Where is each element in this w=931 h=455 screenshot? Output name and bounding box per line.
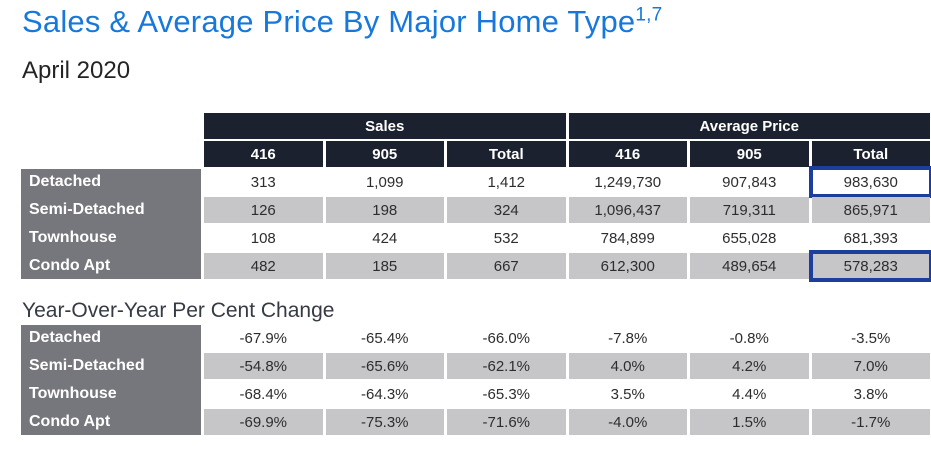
table-corner-spacer [21,141,201,167]
table-cell: -71.6% [447,409,566,435]
row-label-column-background [21,325,201,435]
table-cell-highlighted: 983,630 [808,166,931,198]
table-cell: 667 [447,253,566,279]
report-month: April 2020 [22,57,131,84]
sales-average-price-table: Sales Average Price 416 905 Total 416 90… [21,113,931,282]
table-cell: 681,393 [811,225,930,251]
table-cell: -65.3% [447,381,566,407]
table-cell: 1,412 [447,169,566,195]
table-cell: -64.3% [325,381,444,407]
title-footnote-superscript: 1,7 [635,4,663,26]
table-cell: 3.8% [811,381,930,407]
table-cell: 1,096,437 [568,197,687,223]
group-header-sales: Sales [204,113,566,139]
table-cell: 4.0% [568,353,687,379]
row-label-detached: Detached [29,173,102,190]
table-cell: 424 [325,225,444,251]
col-header-price-total: Total [811,141,930,167]
table-cell: -7.8% [568,325,687,351]
table-cell: 1,099 [325,169,444,195]
table-cell: -0.8% [690,325,809,351]
row-label-townhouse-yoy: Townhouse [29,385,117,402]
table-cell: 719,311 [690,197,809,223]
table-cell: 532 [447,225,566,251]
table-cell: 489,654 [690,253,809,279]
row-label-condo-apt-yoy: Condo Apt [29,413,111,430]
table-cell: 1,249,730 [568,169,687,195]
yoy-section-title: Year-Over-Year Per Cent Change [22,299,335,322]
table-cell: 108 [204,225,323,251]
table-cell: 482 [204,253,323,279]
row-label-townhouse: Townhouse [29,229,117,246]
table-cell: -69.9% [204,409,323,435]
row-label-semi-detached-yoy: Semi-Detached [29,357,145,374]
page-title: Sales & Average Price By Major Home Type… [22,4,662,40]
table-cell: 3.5% [568,381,687,407]
table-cell: -75.3% [325,409,444,435]
table-cell: -62.1% [447,353,566,379]
table-cell-highlighted: 578,283 [808,250,931,282]
col-header-sales-416: 416 [204,141,323,167]
table-cell: 126 [204,197,323,223]
table-cell: -54.8% [204,353,323,379]
table-corner-spacer [21,113,201,139]
col-header-sales-905: 905 [325,141,444,167]
table-cell: 185 [325,253,444,279]
table-cell: 4.4% [690,381,809,407]
col-header-sales-total: Total [447,141,566,167]
table-cell: 865,971 [811,197,930,223]
table-cell: 324 [447,197,566,223]
table-cell: -3.5% [811,325,930,351]
yoy-percent-change-table: Detached -67.9% -65.4% -66.0% -7.8% -0.8… [21,325,930,435]
col-header-price-905: 905 [690,141,809,167]
table-cell: 655,028 [690,225,809,251]
group-header-average-price: Average Price [568,113,930,139]
table-cell: -1.7% [811,409,930,435]
table-cell: 198 [325,197,444,223]
row-label-semi-detached: Semi-Detached [29,201,145,218]
table-cell: -65.6% [325,353,444,379]
table-cell: -66.0% [447,325,566,351]
row-label-detached-yoy: Detached [29,329,102,346]
table-cell: 4.2% [690,353,809,379]
table-cell: 907,843 [690,169,809,195]
highlight-box [808,250,931,282]
page-title-text: Sales & Average Price By Major Home Type [22,4,636,39]
table-cell: -65.4% [325,325,444,351]
table-cell: -67.9% [204,325,323,351]
table-cell: -68.4% [204,381,323,407]
table-cell: 313 [204,169,323,195]
table-cell: 784,899 [568,225,687,251]
table-cell: 7.0% [811,353,930,379]
table-cell: 612,300 [568,253,687,279]
col-header-price-416: 416 [568,141,687,167]
table-cell: 1.5% [690,409,809,435]
row-label-condo-apt: Condo Apt [29,257,111,274]
table-cell: -4.0% [568,409,687,435]
row-label-column-background [21,169,201,279]
highlight-box [808,166,931,198]
